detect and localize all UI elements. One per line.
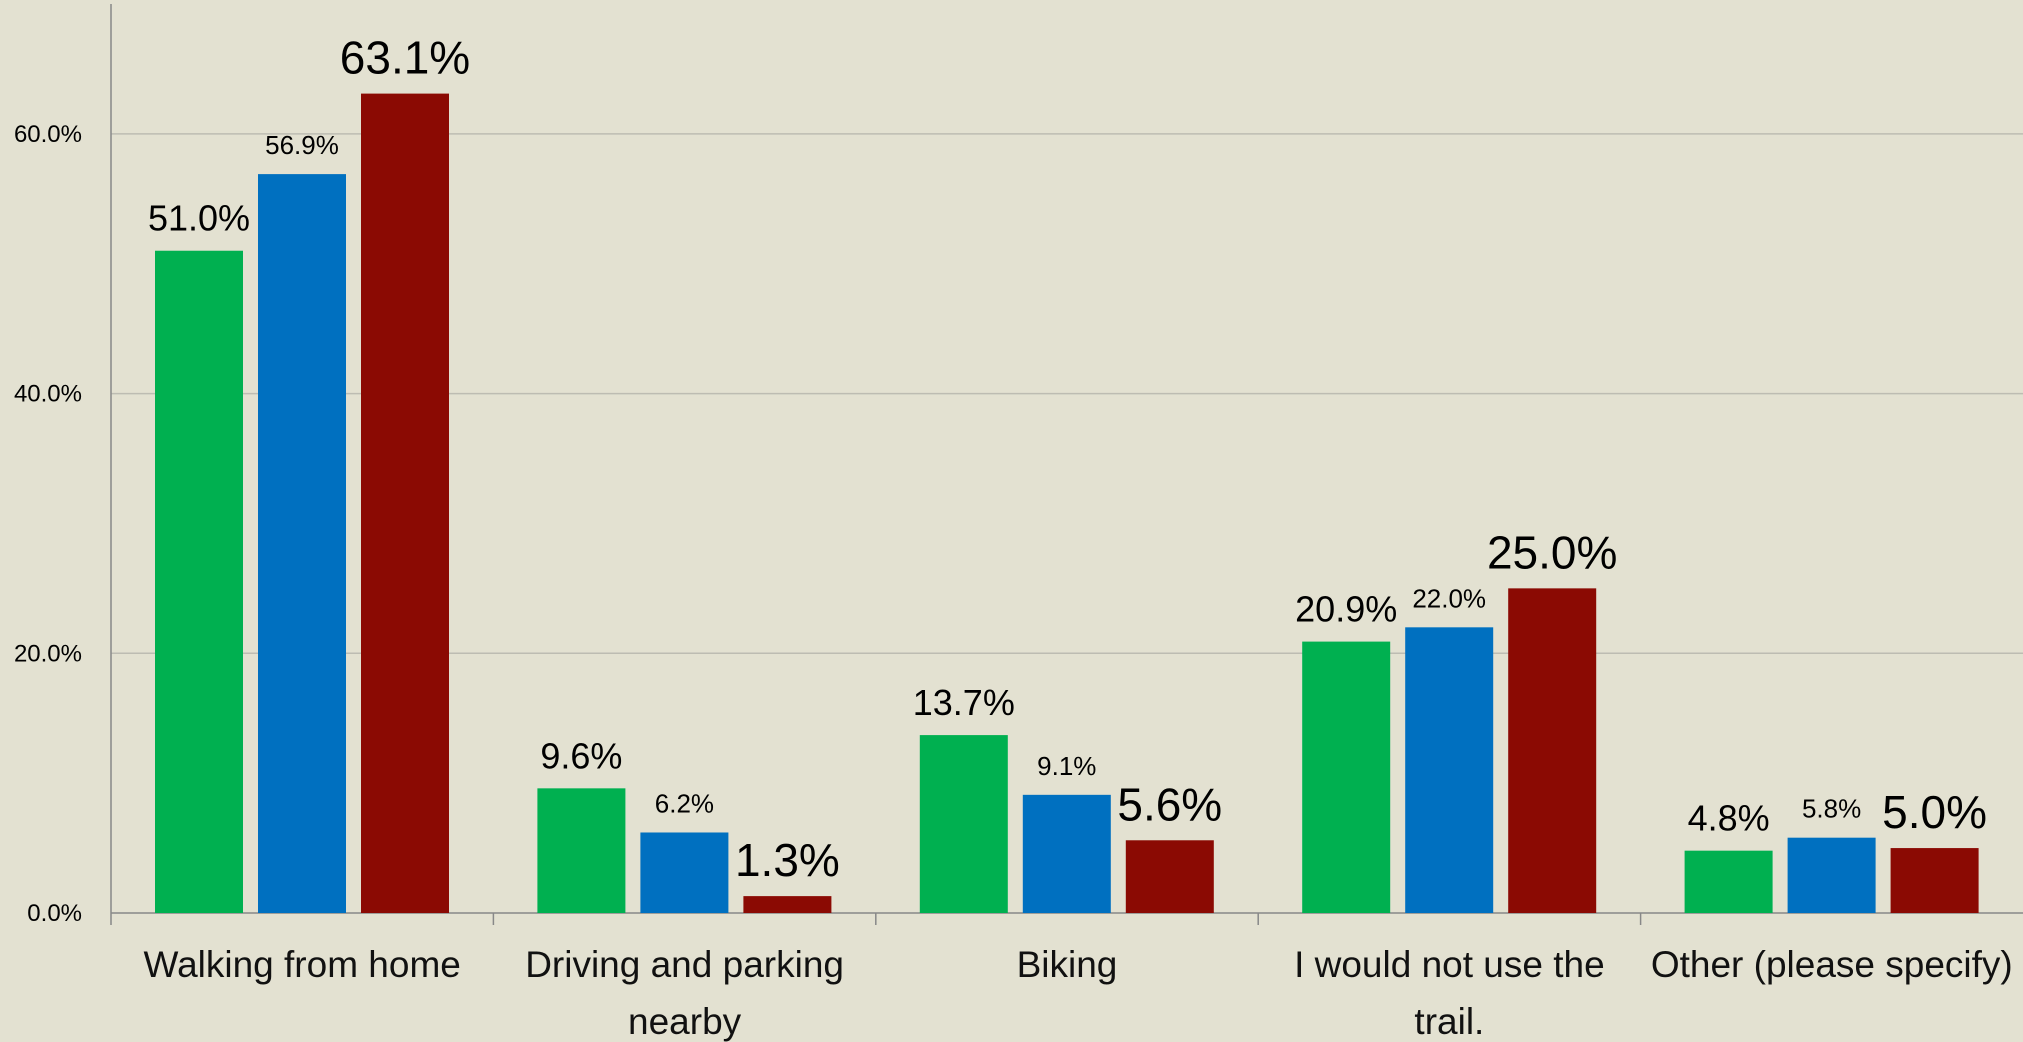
value-label: 63.1% [340,32,470,84]
value-label: 6.2% [655,788,714,818]
bar [919,735,1008,913]
value-label: 5.0% [1882,786,1987,838]
value-label: 9.1% [1037,751,1096,781]
bar [1787,837,1876,913]
bar [361,93,449,913]
bar [1508,588,1597,913]
value-label: 22.0% [1412,583,1486,613]
bar [155,250,243,913]
bar [640,832,729,913]
bar [1022,794,1111,913]
y-tick-label: 0.0% [27,900,82,927]
value-label: 20.9% [1295,589,1397,630]
bar [1125,840,1214,913]
y-tick-label: 20.0% [14,640,82,667]
value-label: 4.8% [1688,798,1770,839]
x-tick-label: Driving and parking nearby [525,944,844,1042]
value-label: 51.0% [148,198,250,239]
value-label: 25.0% [1487,526,1617,578]
x-tick-label: Other (please specify) [1650,944,2013,985]
bar [743,896,832,913]
x-tick-label: Biking [1016,944,1118,985]
y-tick-label: 60.0% [14,121,82,148]
x-tick-label: I would not use the trail. [1294,944,1605,1042]
value-label: 5.8% [1802,794,1861,824]
bar [537,788,626,913]
value-label: 9.6% [540,735,622,776]
bar [1405,627,1494,913]
value-label: 13.7% [913,682,1015,723]
bar [1302,641,1391,913]
value-label: 5.6% [1117,778,1222,830]
bar [1684,850,1773,913]
value-label: 56.9% [265,130,339,160]
x-tick-label: Walking from home [143,944,461,985]
bar [258,174,346,913]
value-label: 1.3% [735,834,840,886]
y-tick-label: 40.0% [14,381,82,408]
bar [1890,848,1979,913]
